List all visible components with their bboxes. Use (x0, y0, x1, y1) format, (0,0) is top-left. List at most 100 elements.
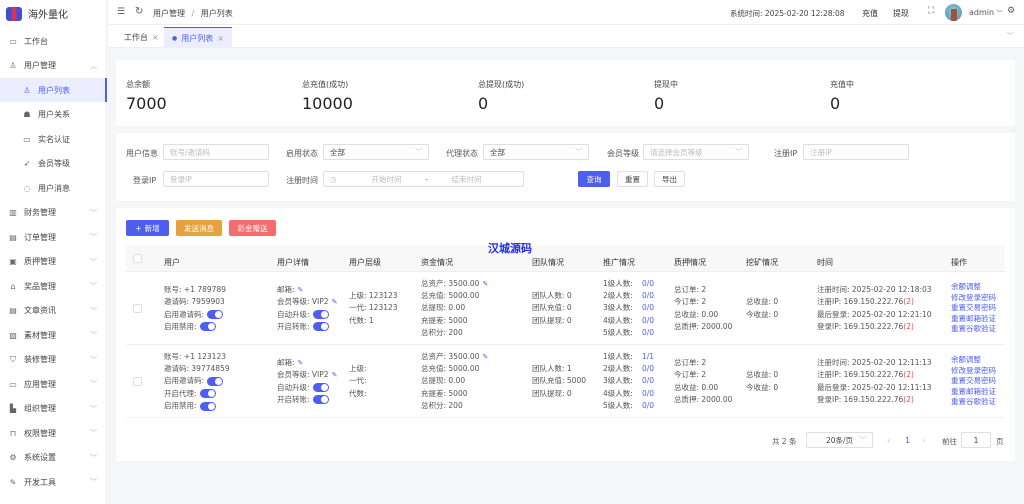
cell-line: 总充值: 5000.00 (421, 290, 488, 302)
action-link[interactable]: 重置邮箱验证 (951, 313, 996, 323)
tabs-dropdown-icon[interactable]: ﹀ (1007, 32, 1014, 40)
enable-status-select[interactable]: 全部 ﹀ (323, 144, 429, 160)
toggle-switch[interactable] (199, 401, 216, 411)
prev-page-icon[interactable]: ‹ (887, 436, 891, 445)
sidebar-item[interactable]: ☗ 用户关系 (0, 103, 107, 127)
sidebar-item[interactable]: ▨ 素材管理 ﹀ (0, 323, 107, 347)
action-link[interactable]: 余额调整 (951, 355, 981, 365)
sidebar-item[interactable]: ▣ 质押管理 ﹀ (0, 250, 107, 274)
cell-line: 总收益: 0.00 (674, 309, 719, 319)
pledge-cell: 总订单: 2 今订单: 2 总收益: 0.00 总质押: 2000.00 (674, 272, 732, 345)
action-link[interactable]: 修改登录密码 (951, 365, 996, 375)
recharge-link[interactable]: 充值 (862, 9, 878, 18)
sidebar-item[interactable]: ▭ 工作台 (0, 29, 107, 53)
action-link[interactable]: 重置交易密码 (951, 376, 996, 386)
menu-toggle-icon[interactable]: ☰ (117, 7, 126, 17)
sidebar-item[interactable]: ✎ 开发工具 ﹀ (0, 470, 107, 494)
sidebar-item[interactable]: ▥ 财务管理 ﹀ (0, 201, 107, 225)
sidebar-item[interactable]: ➶ 会员等级 (0, 152, 107, 176)
next-page-icon[interactable]: › (922, 436, 926, 445)
user-menu[interactable]: admin ﹀ (969, 8, 1003, 17)
sidebar-item[interactable]: ▭ 实名认证 (0, 127, 107, 151)
tab-user-list[interactable]: ● 用户列表 × (164, 27, 232, 48)
promo-count-link[interactable]: 0/0 (642, 327, 655, 337)
edit-icon[interactable]: ✎ (482, 352, 489, 361)
sidebar-item[interactable]: ⊓ 权限管理 ﹀ (0, 421, 107, 445)
login-ip-input[interactable]: 登录IP (163, 171, 269, 187)
settings-gear-icon[interactable]: ⚙ (1007, 6, 1016, 16)
close-icon[interactable]: × (217, 33, 224, 43)
sidebar-item[interactable]: ♙ 用户管理 ︿ (0, 54, 107, 78)
export-button[interactable]: 导出 (654, 171, 685, 187)
withdraw-link[interactable]: 提现 (893, 9, 909, 18)
select-all-checkbox[interactable] (133, 254, 142, 263)
action-link[interactable]: 修改登录密码 (951, 292, 996, 302)
promo-count-link[interactable]: 0/0 (642, 388, 655, 398)
sidebar-item[interactable]: ◌ 用户消息 (0, 176, 107, 200)
edit-icon[interactable]: ✎ (297, 358, 304, 367)
sidebar-item-label: 应用管理 (24, 379, 56, 389)
promo-count-link[interactable]: 0/0 (642, 278, 655, 288)
action-link[interactable]: 重置邮箱验证 (951, 386, 996, 396)
reset-button[interactable]: 重置 (617, 171, 648, 187)
page-size-select[interactable]: 20条/页 ﹀ (806, 432, 873, 448)
sidebar-item[interactable]: ⌂ 奖品管理 ﹀ (0, 274, 107, 298)
add-button[interactable]: + 新增 (126, 220, 169, 236)
toggle-switch[interactable] (207, 310, 224, 320)
promo-count-link[interactable]: 0/0 (642, 364, 655, 374)
user-info-input[interactable]: 账号/邀请码 (163, 144, 269, 160)
sidebar-item[interactable]: ⛉ 装修管理 ﹀ (0, 348, 107, 372)
promo-count-link[interactable]: 1/1 (642, 351, 655, 361)
fullscreen-icon[interactable]: ⛶ (928, 6, 935, 16)
sidebar-item[interactable]: ♙ 用户列表 (0, 78, 107, 102)
toggle-switch[interactable] (312, 322, 329, 332)
agent-status-select[interactable]: 全部 ﹀ (483, 144, 589, 160)
close-icon[interactable]: × (152, 33, 159, 42)
toggle-switch[interactable] (312, 310, 329, 320)
tab-workbench[interactable]: 工作台 × (116, 27, 167, 48)
member-level-select[interactable]: 请选择会员等级 ﹀ (643, 144, 749, 160)
action-link[interactable]: 余额调整 (951, 282, 981, 292)
sidebar-item[interactable]: ▤ 文章资讯 ﹀ (0, 299, 107, 323)
sidebar-item[interactable]: ▭ 应用管理 ﹀ (0, 372, 107, 396)
avatar[interactable] (945, 4, 962, 21)
cell-line: 总提现: 0.00 (421, 302, 488, 314)
register-time-range[interactable]: ◷ 开始时间 - 结束时间 (323, 171, 524, 187)
promo-count-link[interactable]: 0/0 (642, 303, 655, 313)
edit-icon[interactable]: ✎ (331, 371, 338, 380)
cell-text: 总积分: 200 (421, 400, 463, 410)
sidebar-item-label: 财务管理 (24, 208, 56, 217)
send-message-button[interactable]: 发送消息 (176, 220, 222, 236)
edit-icon[interactable]: ✎ (331, 298, 338, 307)
page-number-current[interactable]: 1 (905, 436, 911, 445)
promo-count-link[interactable]: 0/0 (642, 376, 655, 386)
toggle-switch[interactable] (199, 389, 216, 399)
toggle-switch[interactable] (207, 376, 224, 386)
bonus-button[interactable]: 彩金赠送 (229, 220, 276, 236)
end-time-input[interactable]: 结束时间 (451, 174, 482, 184)
goto-page-input[interactable]: 1 (961, 432, 991, 448)
cell-line: 自动升级: (277, 382, 337, 394)
cell-line: 团队充值: 5000 (532, 376, 586, 386)
breadcrumb-item[interactable]: 用户管理 (153, 9, 185, 18)
start-time-input[interactable]: 开始时间 (371, 174, 402, 184)
toggle-switch[interactable] (199, 322, 216, 332)
action-link[interactable]: 重置谷歌验证 (951, 397, 996, 407)
action-link[interactable]: 重置谷歌验证 (951, 324, 996, 334)
promo-count-link[interactable]: 0/0 (642, 315, 655, 325)
promo-count-link[interactable]: 0/0 (642, 291, 655, 301)
promo-count-link[interactable]: 0/0 (642, 400, 655, 410)
action-link[interactable]: 重置交易密码 (951, 303, 996, 313)
edit-icon[interactable]: ✎ (482, 279, 489, 288)
sidebar-item[interactable]: ▤ 订单管理 ﹀ (0, 225, 107, 249)
register-ip-input[interactable]: 注册IP (803, 144, 909, 160)
sidebar-item[interactable]: ▙ 组织管理 ﹀ (0, 397, 107, 421)
refresh-icon[interactable]: ↻ (135, 6, 144, 17)
toggle-switch[interactable] (312, 395, 329, 405)
row-checkbox[interactable] (133, 377, 142, 386)
query-button[interactable]: 查询 (578, 171, 610, 187)
toggle-switch[interactable] (312, 383, 329, 393)
sidebar-item[interactable]: ⚙ 系统设置 ﹀ (0, 446, 107, 470)
row-checkbox[interactable] (133, 304, 142, 313)
edit-icon[interactable]: ✎ (297, 285, 304, 294)
